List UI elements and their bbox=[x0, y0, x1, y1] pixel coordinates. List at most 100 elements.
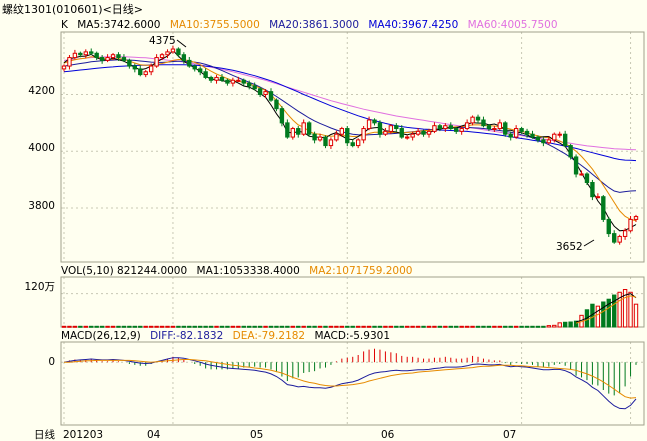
candle-body bbox=[421, 130, 426, 135]
volume-bar bbox=[339, 325, 345, 328]
ma60-line bbox=[63, 56, 637, 151]
volume-bar bbox=[541, 325, 546, 328]
candle-body bbox=[257, 88, 263, 95]
ma5-line bbox=[63, 49, 637, 232]
volume-bar bbox=[116, 325, 121, 328]
price-tick-label: 3800 bbox=[28, 200, 55, 212]
candle-body bbox=[481, 119, 486, 127]
candle-body bbox=[116, 54, 121, 59]
volume-bar bbox=[301, 325, 306, 328]
candle-body bbox=[503, 122, 508, 135]
macd-panel-frame bbox=[60, 341, 645, 426]
candle-body bbox=[219, 76, 225, 81]
candle-body bbox=[176, 48, 181, 56]
volume-bar bbox=[399, 325, 404, 328]
candle-body bbox=[279, 108, 285, 124]
volume-bar bbox=[230, 325, 236, 328]
candle-body bbox=[350, 142, 355, 147]
candle-body bbox=[132, 65, 138, 70]
candle-body bbox=[187, 59, 192, 67]
volume-bar bbox=[94, 325, 99, 328]
candle-body bbox=[372, 119, 377, 124]
candle-body bbox=[459, 128, 464, 132]
macd-diff-line bbox=[63, 357, 637, 410]
candle-body bbox=[159, 54, 165, 59]
price-legend: K MA5:3742.6000 MA10:3755.5000 MA20:3861… bbox=[61, 19, 564, 31]
candle-body bbox=[579, 173, 584, 176]
volume-bar bbox=[187, 325, 192, 328]
x-tick-label: 04 bbox=[147, 429, 161, 441]
candle-body bbox=[312, 133, 317, 141]
x-tick-label: 07 bbox=[503, 429, 516, 441]
ma5-legend: MA5:3742.6000 bbox=[77, 19, 161, 31]
volume-ma2-line bbox=[575, 295, 637, 324]
candle-body bbox=[475, 116, 481, 121]
volume-bar bbox=[328, 325, 334, 328]
candle-body bbox=[83, 51, 88, 56]
volume-bar bbox=[437, 325, 443, 328]
volume-bar bbox=[279, 325, 285, 328]
candle-body bbox=[573, 156, 579, 175]
volume-bar bbox=[99, 325, 105, 328]
volume-bar bbox=[601, 301, 606, 328]
candle-body bbox=[432, 125, 437, 132]
volume-bar bbox=[497, 325, 502, 328]
vol-ma2-legend: MA2:1071759.2000 bbox=[309, 265, 413, 277]
ma10-line bbox=[63, 56, 637, 222]
candle-body bbox=[323, 136, 328, 147]
x-tick-label: 201203 bbox=[63, 429, 103, 441]
volume-bar bbox=[617, 291, 622, 328]
volume-bar bbox=[214, 325, 219, 328]
volume-bar bbox=[421, 325, 426, 328]
candle-body bbox=[143, 71, 148, 76]
candle-body bbox=[236, 79, 241, 82]
volume-panel-frame bbox=[60, 276, 645, 328]
candle-body bbox=[192, 65, 197, 70]
candle-body bbox=[165, 51, 170, 56]
ma40-legend: MA40:3967.4250 bbox=[368, 19, 459, 31]
candle-body bbox=[268, 91, 274, 101]
candle-body bbox=[530, 133, 535, 138]
candle-body bbox=[306, 122, 312, 135]
volume-bar bbox=[268, 325, 274, 328]
candle-body bbox=[154, 57, 159, 67]
candle-body bbox=[247, 82, 252, 87]
candle-body bbox=[230, 79, 236, 84]
candle-body bbox=[78, 52, 83, 56]
volume-bar bbox=[312, 325, 317, 328]
volume-bar bbox=[257, 325, 263, 328]
volume-bar bbox=[110, 325, 116, 328]
candle-body bbox=[214, 76, 219, 81]
volume-bar bbox=[443, 325, 448, 328]
candle-body bbox=[301, 122, 306, 135]
macd-dea-line bbox=[64, 359, 637, 399]
macd-value-legend: MACD:-5.9301 bbox=[314, 330, 390, 342]
volume-bar bbox=[459, 325, 464, 328]
volume-bar bbox=[121, 325, 127, 328]
indicator-lines bbox=[63, 49, 637, 410]
volume-bar bbox=[432, 325, 437, 328]
volume-bar bbox=[263, 325, 268, 328]
candle-body bbox=[198, 68, 203, 73]
volume-bar bbox=[159, 325, 165, 328]
volume-bar bbox=[372, 325, 377, 328]
volume-ma1-line bbox=[575, 293, 637, 323]
candle-body bbox=[388, 125, 394, 132]
candle-body bbox=[443, 125, 448, 130]
volume-bar bbox=[448, 325, 453, 328]
candle-body bbox=[274, 99, 279, 110]
y-axis-labels: 4200 4000 3800 120万 0 bbox=[24, 85, 55, 368]
candle-body bbox=[426, 130, 432, 135]
volume-bar bbox=[148, 325, 154, 328]
candle-body bbox=[628, 218, 633, 232]
volume-bar bbox=[241, 325, 246, 328]
candle-body bbox=[595, 196, 601, 199]
candle-body bbox=[203, 71, 208, 78]
diff-legend: DIFF:-82.1832 bbox=[150, 330, 224, 342]
candle-body bbox=[492, 128, 497, 131]
macd-params-legend: MACD(26,12,9) bbox=[61, 330, 141, 342]
volume-bar bbox=[192, 325, 197, 328]
candle-body bbox=[394, 125, 399, 130]
volume-bar bbox=[296, 325, 301, 328]
